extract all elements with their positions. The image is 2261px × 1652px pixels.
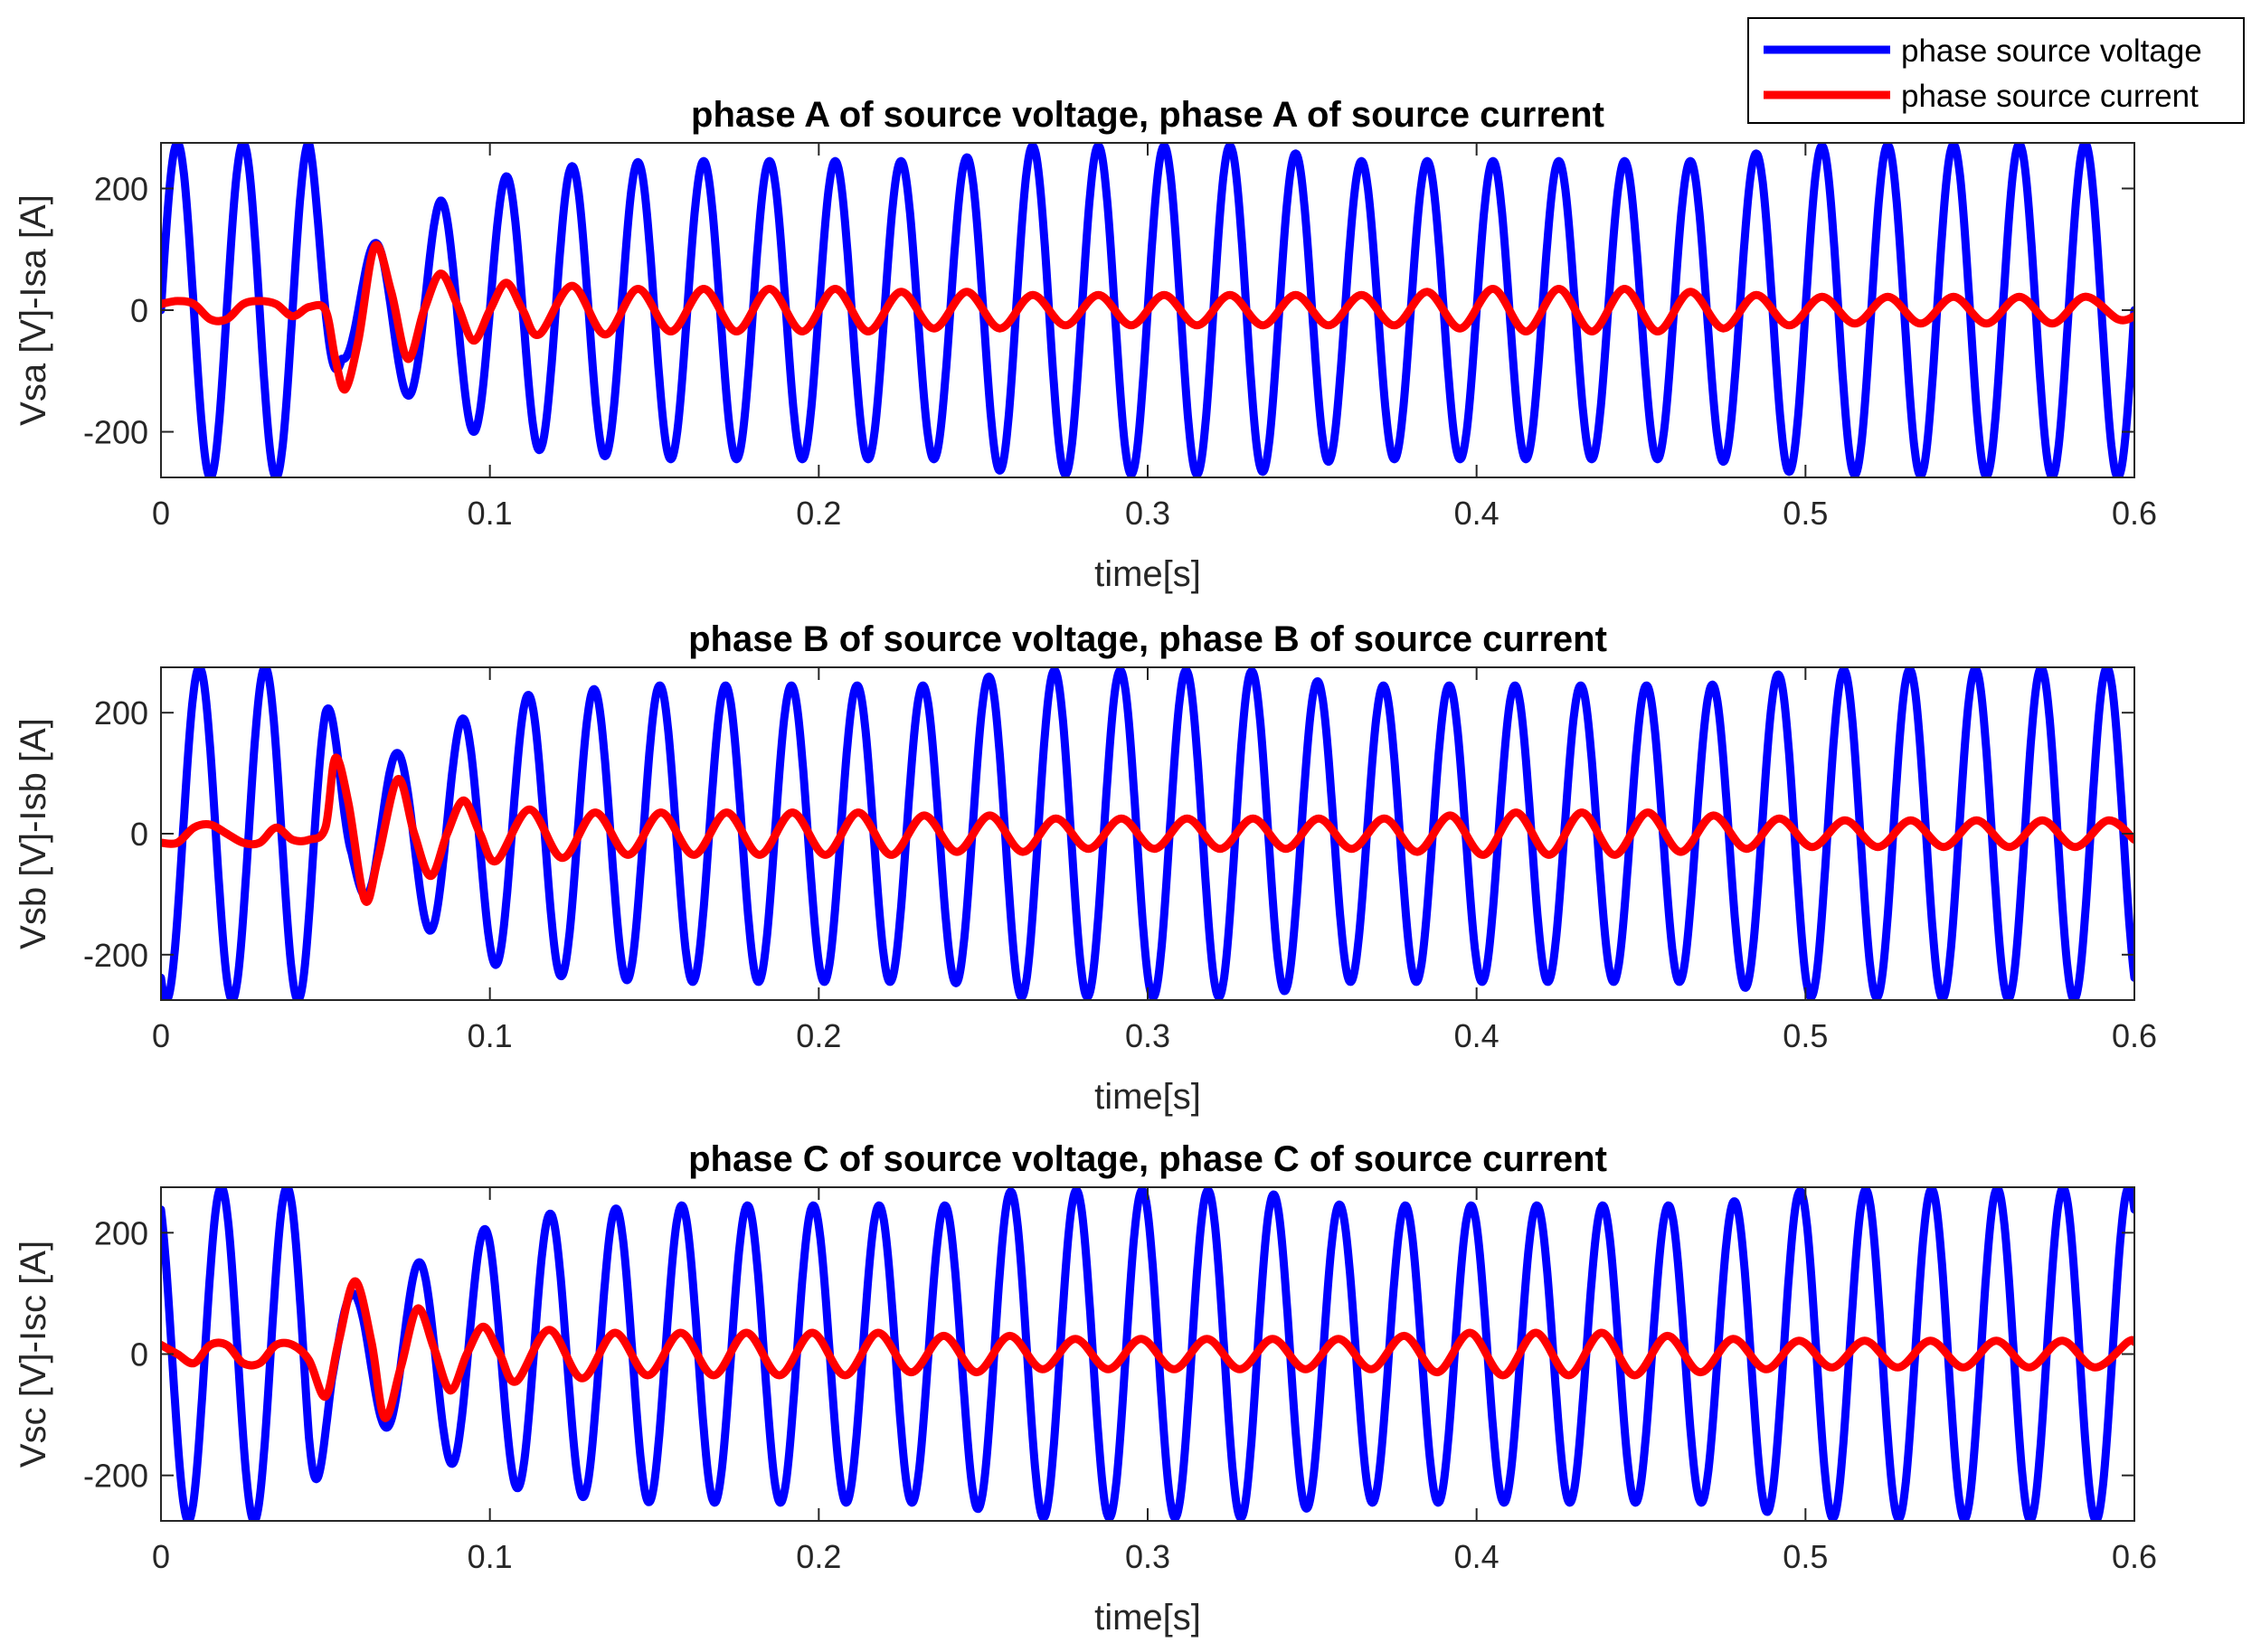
x-axis-label: time[s] [1094,554,1201,594]
y-tick-label: -200 [83,937,148,974]
y-tick-label: 200 [94,694,148,732]
subplot-title: phase B of source voltage, phase B of so… [688,619,1607,659]
series-line-current [161,241,2134,394]
x-tick-label: 0 [152,1538,170,1575]
y-axis-label: Vsc [V]-Isc [A] [14,1241,53,1468]
x-tick-label: 0.4 [1454,1017,1499,1054]
y-tick-label: -200 [83,414,148,451]
x-tick-label: 0 [152,1017,170,1054]
legend: phase source voltage phase source curren… [1747,17,2245,124]
series-group [161,1187,2134,1521]
x-tick-label: 0.3 [1125,1017,1170,1054]
subplot-1: 0 0.1 0.2 0.3 0.4 0.5 0.6 -200 0 200 phase A of so… [14,95,2157,594]
series-line-current [161,753,2134,906]
subplot-3: 0 0.1 0.2 0.3 0.4 0.5 0.6 -200 0 200 phase C of so… [14,1139,2157,1638]
x-tick-label: 0.3 [1125,495,1170,532]
x-tick-label: 0.6 [2112,495,2157,532]
series-line-voltage [161,1187,2134,1521]
x-axis-label: time[s] [1094,1077,1201,1117]
legend-box [1747,17,2245,124]
x-tick-label: 0.2 [796,1538,841,1575]
x-axis-label: time[s] [1094,1598,1201,1638]
subplot-2: 0 0.1 0.2 0.3 0.4 0.5 0.6 -200 0 200 phase B of so… [14,619,2157,1117]
x-tick-label: 0.5 [1783,1538,1828,1575]
x-tick-label: 0.1 [468,495,513,532]
legend-voltage-label: phase source voltage [1901,33,2202,69]
y-tick-label: 0 [130,816,148,853]
series-group [161,143,2134,477]
x-tick-label: 0.5 [1783,1017,1828,1054]
y-tick-label: 0 [130,1336,148,1374]
x-tick-label: 0.5 [1783,495,1828,532]
x-tick-label: 0.4 [1454,1538,1499,1575]
axes-layer: 0 0.1 0.2 0.3 0.4 0.5 0.6 -200 0 200 phase A of so… [14,95,2157,1638]
x-tick-label: 0.2 [796,495,841,532]
y-tick-label: 200 [94,170,148,207]
x-tick-label: 0.3 [1125,1538,1170,1575]
y-tick-label: -200 [83,1458,148,1495]
x-tick-label: 0.6 [2112,1538,2157,1575]
x-tick-label: 0.4 [1454,495,1499,532]
series-line-voltage [161,667,2134,1000]
y-axis-label: Vsa [V]-Isa [A] [14,194,53,426]
x-tick-label: 0.1 [468,1538,513,1575]
subplot-title: phase C of source voltage, phase C of so… [688,1139,1607,1179]
subplot-title: phase A of source voltage, phase A of so… [691,95,1604,135]
y-tick-label: 0 [130,292,148,329]
y-axis-label: Vsb [V]-Isb [A] [14,718,53,949]
x-tick-label: 0.6 [2112,1017,2157,1054]
x-tick-label: 0.1 [468,1017,513,1054]
series-group [161,667,2134,1000]
y-tick-label: 200 [94,1214,148,1251]
series-line-current [161,1277,2134,1422]
x-tick-label: 0.2 [796,1017,841,1054]
x-tick-label: 0 [152,495,170,532]
legend-current-label: phase source current [1901,79,2199,114]
